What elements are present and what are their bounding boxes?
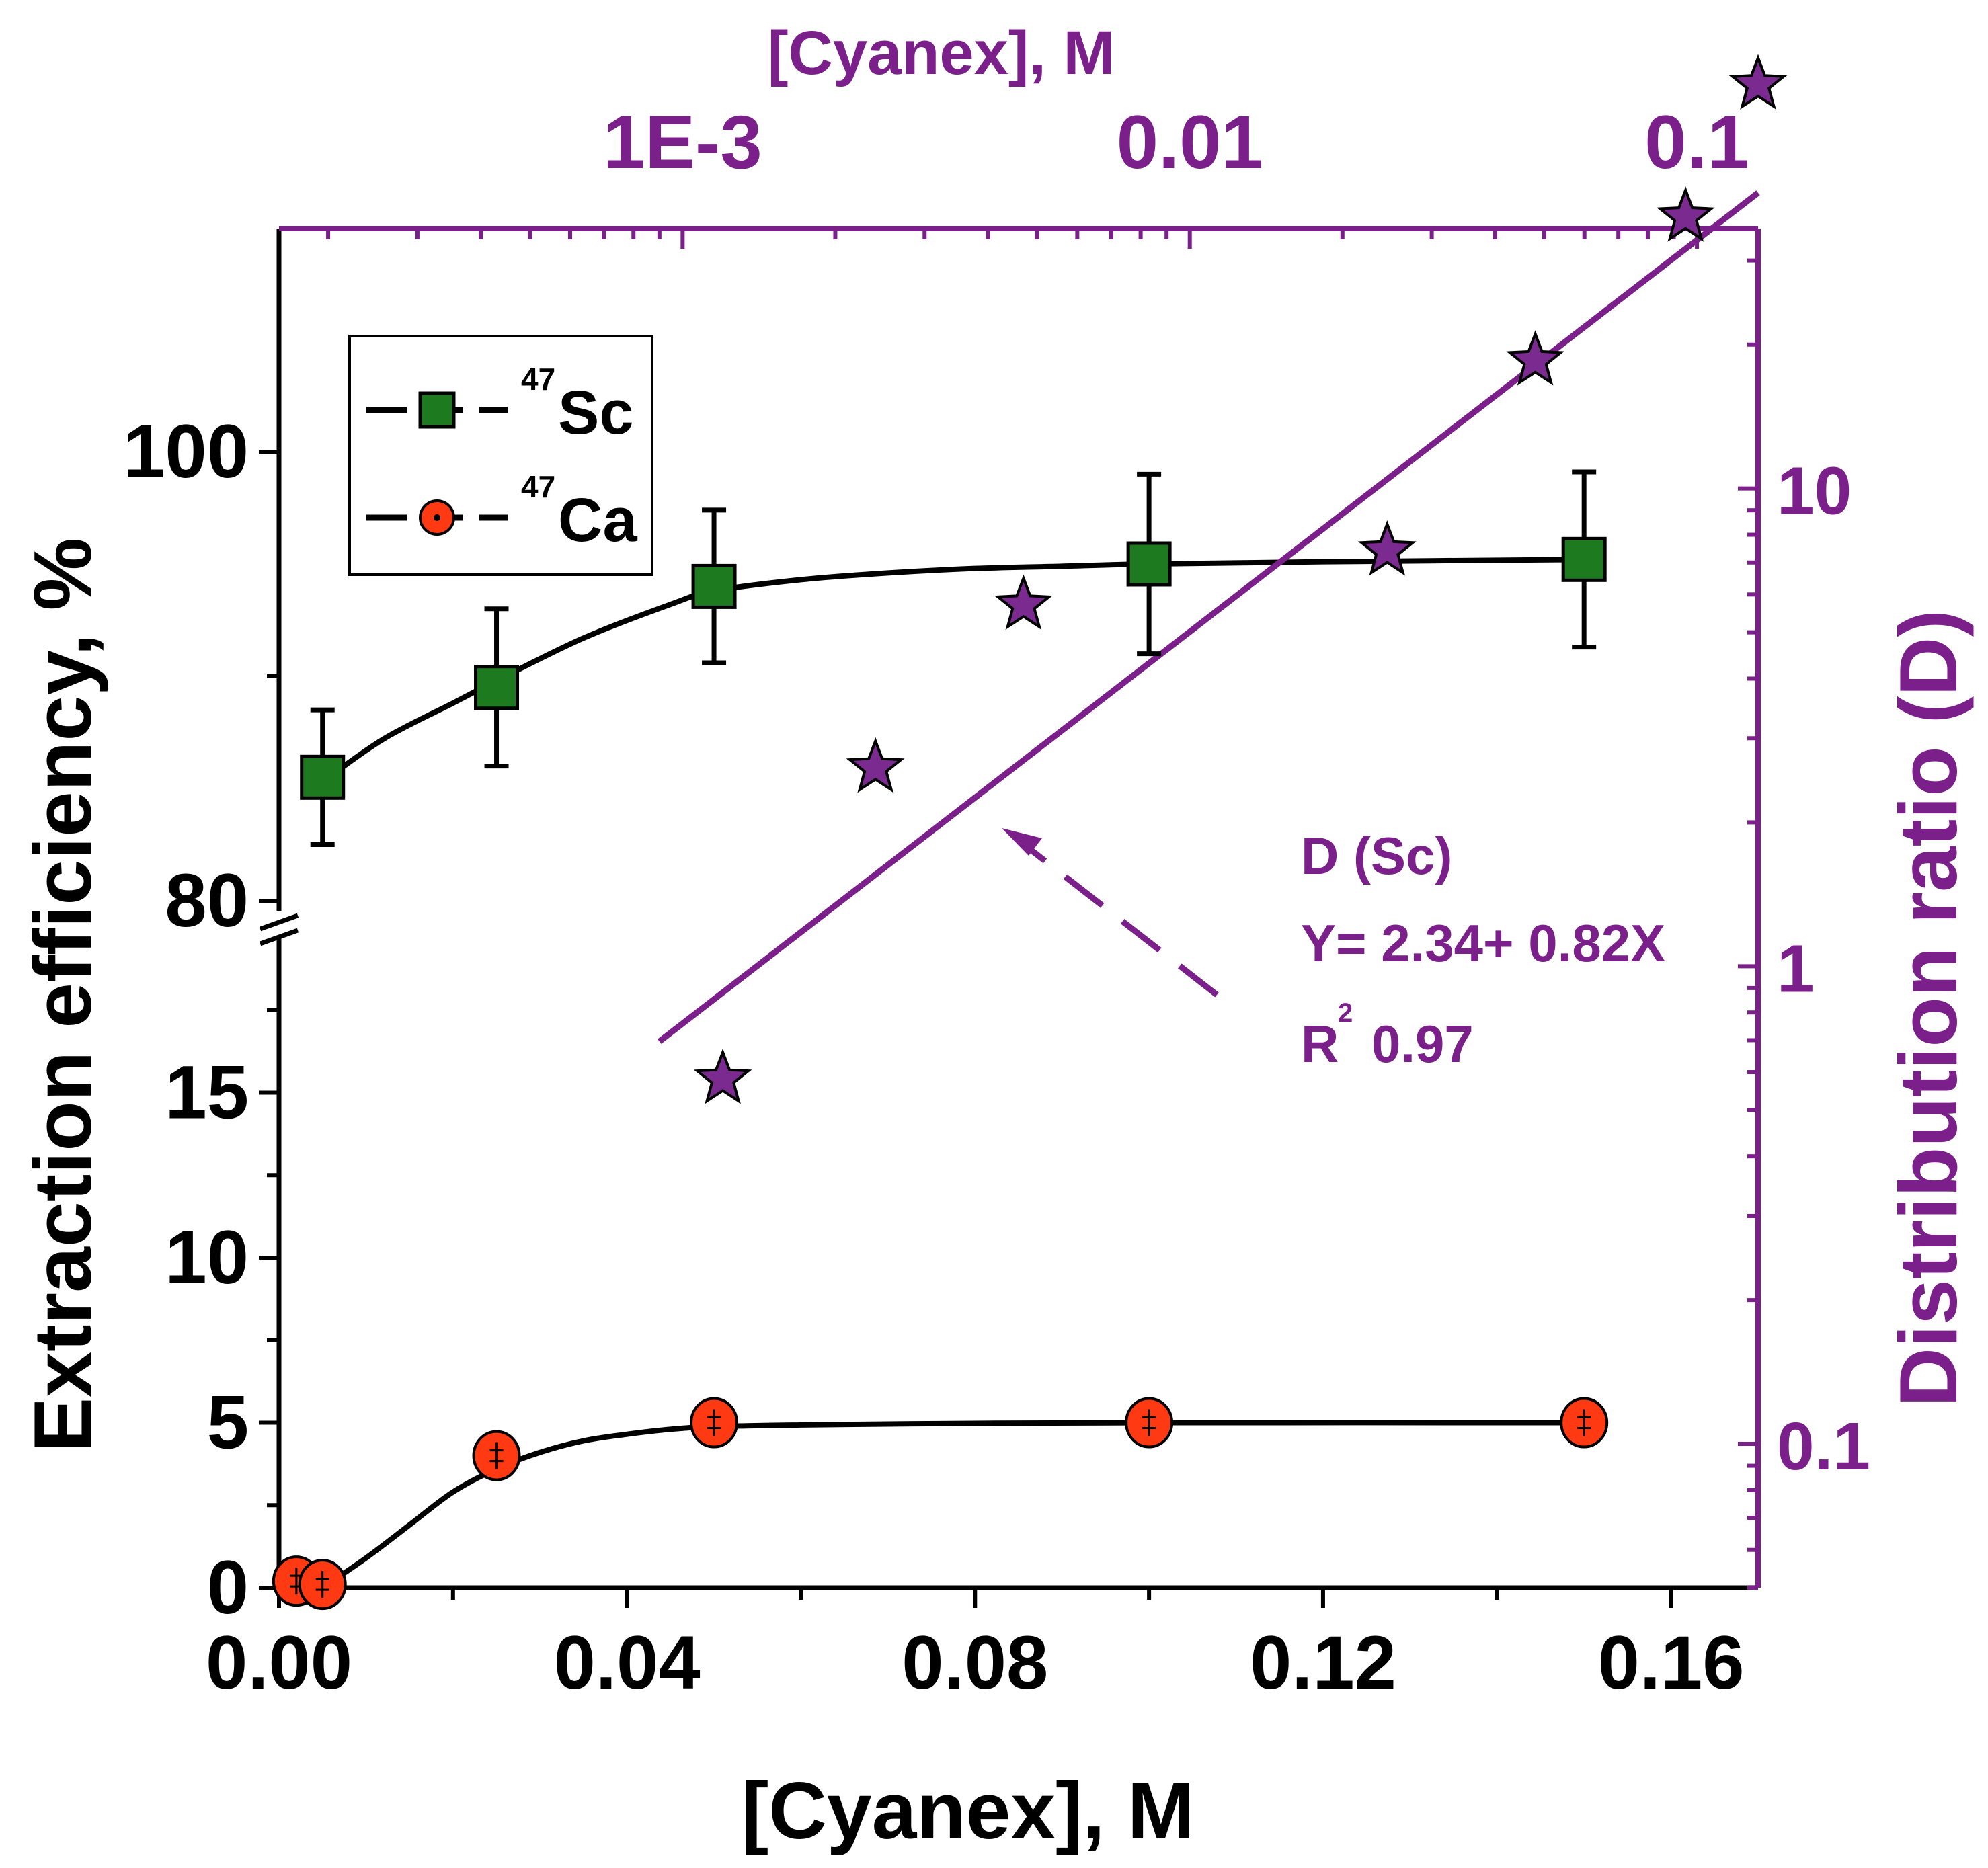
x-axis-title: [Cyanex], M — [742, 1766, 1194, 1856]
right-tick-label: 10 — [1777, 454, 1852, 529]
legend-ca-label: Ca — [558, 486, 637, 555]
x-tick-label: 0.04 — [554, 1621, 701, 1705]
legend-sc-marker — [418, 391, 456, 429]
sc-point — [1561, 536, 1607, 582]
x-tick-label: 0.00 — [206, 1621, 352, 1705]
d-sc-point — [1728, 54, 1788, 110]
sc-fit-curve — [321, 557, 1585, 784]
y-tick-label: 5 — [207, 1381, 249, 1465]
d-sc-point — [1506, 330, 1564, 386]
right-tick-label: 0.1 — [1777, 1409, 1870, 1484]
d-sc-point — [1656, 186, 1715, 242]
x-tick-label: 0.16 — [1598, 1621, 1745, 1705]
y-tick-label: 10 — [165, 1215, 249, 1299]
d-sc-point — [994, 574, 1053, 631]
sc-point — [300, 754, 346, 800]
top-tick-label: 1E-3 — [603, 100, 762, 184]
d-sc-point — [846, 737, 905, 793]
series — [272, 54, 1788, 1611]
right-axis-title: Distribution ratio (D) — [1882, 610, 1974, 1407]
legend-sc-sup: 47 — [521, 362, 555, 397]
y-axis-title: Extraction efficiency, % — [17, 538, 108, 1453]
top-tick-label: 0.01 — [1117, 100, 1263, 184]
x-tick-label: 0.12 — [1250, 1621, 1396, 1705]
y-tick-label: 100 — [123, 409, 249, 493]
legend-ca-dot — [434, 514, 440, 521]
sc-point — [1126, 541, 1172, 587]
y-tick-label: 15 — [165, 1051, 249, 1135]
y-tick-label: 0 — [207, 1545, 249, 1629]
x-tick-label: 0.08 — [902, 1621, 1048, 1705]
annotation-equation: Y= 2.34+ 0.82X — [1301, 913, 1665, 973]
annotation-r2-sup: 2 — [1338, 998, 1353, 1028]
axis-break-mark — [259, 928, 299, 946]
annotation-arrow-line — [1017, 838, 1219, 998]
annotation-r2-value: 0.97 — [1371, 1014, 1474, 1073]
d-sc-point — [1357, 520, 1417, 576]
fit-annotation: D (Sc) Y= 2.34+ 0.82X R 2 0.97 — [1002, 826, 1665, 1073]
right-tick-label: 1 — [1777, 931, 1815, 1006]
sc-point — [691, 563, 737, 609]
top-tick-label: 0.1 — [1644, 100, 1749, 184]
y-tick-label: 80 — [165, 858, 249, 942]
legend-sc-label: Sc — [558, 378, 634, 447]
legend: 47 Sc 47 Ca — [348, 335, 653, 576]
d-sc-point — [693, 1048, 752, 1104]
annotation-arrowhead — [1002, 828, 1042, 856]
top-axis-title: [Cyanex], M — [768, 19, 1115, 87]
annotation-label: D (Sc) — [1301, 826, 1452, 885]
annotation-r2-prefix: R — [1301, 1014, 1339, 1073]
legend-box — [348, 335, 653, 576]
legend-ca-sup: 47 — [521, 469, 555, 504]
ca-fit-curve — [321, 1420, 1585, 1590]
regression-line — [658, 190, 1760, 1044]
sc-point — [474, 665, 520, 710]
axis-break-mark — [259, 913, 299, 932]
